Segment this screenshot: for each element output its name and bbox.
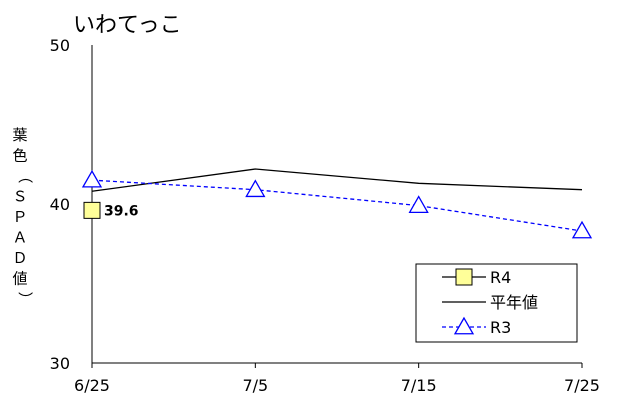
data-point (83, 201, 101, 219)
data-point (571, 220, 593, 239)
legend-label: 平年値 (490, 293, 538, 312)
series-line (91, 168, 583, 192)
legend-label: R4 (490, 268, 511, 287)
y-label-char: Ａ (12, 229, 27, 247)
y-label-char: Ｓ (12, 188, 27, 206)
y-tick-label: 30 (50, 354, 70, 373)
y-label-char: 値 (12, 270, 27, 288)
series-line (91, 179, 583, 232)
legend-marker (453, 316, 475, 335)
y-label-char: ） (16, 291, 34, 306)
data-point (408, 195, 429, 213)
y-ticks: 30 40 50 (50, 36, 70, 373)
legend-box (415, 263, 578, 343)
x-tick-label: 7/5 (242, 376, 268, 395)
legend: R4 平年値 R3 (415, 263, 578, 343)
x-tick-label: 6/25 (74, 376, 110, 395)
y-label-char: （ (16, 168, 34, 183)
series-r3 (81, 169, 593, 239)
y-tick-label: 40 (50, 195, 70, 214)
data-point (81, 169, 103, 188)
series-layer: 39.6 (81, 168, 593, 239)
x-ticks: 6/25 7/5 7/15 7/25 (74, 363, 600, 395)
legend-label: R3 (490, 318, 511, 337)
series-r4: 39.6 (83, 201, 139, 219)
chart-title: いわてっこ (73, 13, 182, 38)
y-label-char: Ｄ (12, 249, 27, 267)
y-label-char: 葉 (12, 126, 27, 144)
data-point (245, 179, 266, 198)
series-heinen (91, 168, 583, 192)
y-label-char: Ｐ (12, 208, 27, 226)
x-tick-label: 7/25 (564, 376, 600, 395)
data-label: 39.6 (104, 203, 139, 219)
y-label-char: 色 (12, 147, 27, 165)
y-tick-label: 50 (50, 36, 70, 55)
x-tick-label: 7/15 (401, 376, 437, 395)
legend-marker (455, 268, 473, 286)
